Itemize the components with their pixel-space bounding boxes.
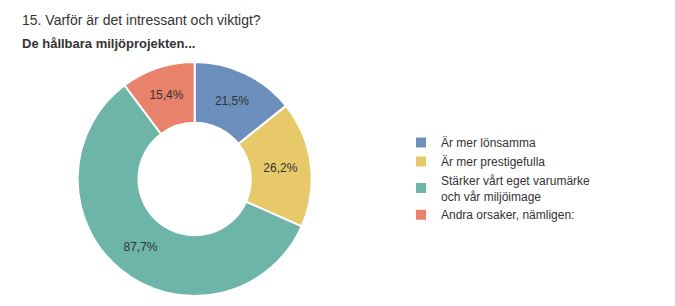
svg-text:21,5%: 21,5% (215, 94, 249, 108)
svg-text:15,4%: 15,4% (149, 88, 183, 102)
svg-text:Stärker vårt eget varumärkeoch: Stärker vårt eget varumärkeoch vår miljö… (441, 174, 590, 204)
svg-text:87,7%: 87,7% (123, 240, 157, 254)
svg-text:Är mer prestigefulla: Är mer prestigefulla (441, 155, 545, 169)
svg-text:Är mer lönsamma: Är mer lönsamma (441, 136, 536, 150)
svg-text:26,2%: 26,2% (263, 161, 297, 175)
svg-text:Andra orsaker, nämligen:: Andra orsaker, nämligen: (441, 208, 574, 222)
svg-text:De hållbara miljöprojekten...: De hållbara miljöprojekten... (22, 36, 195, 51)
svg-text:15. Varför är det intressant o: 15. Varför är det intressant och viktigt… (22, 12, 261, 28)
